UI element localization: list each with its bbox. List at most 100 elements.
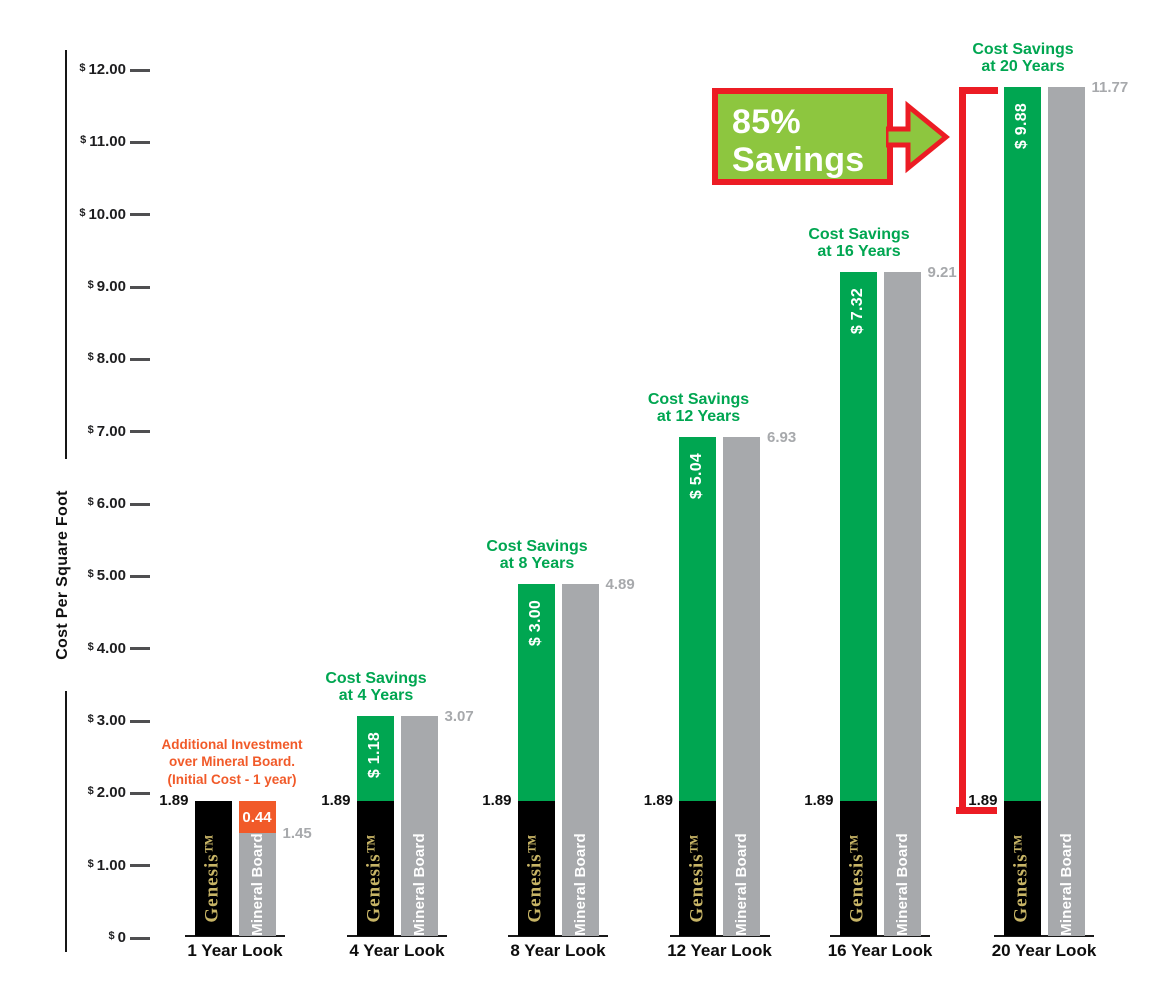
mineral-board-bar [238,833,276,936]
y-axis-tick-label: $11.00 [80,133,126,151]
savings-segment-label-text: $ 1.18 [366,731,384,779]
mineral-board-bar-label-text: Mineral Board [733,832,750,936]
group-annotation-line: Cost Savings [486,538,588,556]
savings-segment [679,436,716,802]
additional-investment-value-label: 0.44 [242,809,272,827]
group-label: 8 Year Look [510,941,606,960]
genesis-bar-label-text: Genesis™ [525,833,546,923]
savings-segment-label: $ 9.88 [1004,95,1041,157]
callout-arrow-icon [886,100,950,174]
group-annotation-line: at 16 Years [817,242,901,260]
y-axis-tick-label: $9.00 [87,278,126,295]
callout-percentage: 85% [732,103,801,141]
y-axis-tick-mark [130,68,150,72]
mineral-board-bar-label-text: Mineral Board [410,832,428,936]
genesis-initial-cost-label: 1.89 [321,792,351,809]
genesis-bar [356,801,394,936]
mineral-board-value-label: 4.89 [605,576,635,594]
currency-symbol: $ [79,206,86,219]
savings-segment [517,584,555,802]
genesis-bar-label-text: Genesis™ [202,833,223,923]
group-baseline [185,935,285,937]
y-axis-tick-mark [130,574,150,578]
mineral-board-bar [723,436,760,936]
group-label: 12 Year Look [667,941,772,960]
y-axis-tick-mark [130,213,150,217]
genesis-initial-cost-label: 1.89 [968,792,998,809]
y-axis-tick-mark [130,430,150,434]
group-annotation-line: Cost Savings [972,40,1074,58]
currency-symbol: $ [87,640,94,653]
genesis-bar [194,801,232,936]
mineral-board-bar-label-text: Mineral Board [248,832,266,936]
group-label: 4 Year Look [349,941,445,960]
mineral-board-bar-label: Mineral Board [1048,833,1085,936]
savings-segment-label: $ 3.00 [518,592,555,654]
y-axis-tick-label: $4.00 [87,639,126,657]
currency-symbol: $ [87,279,94,291]
savings-bracket-bottom-arm [956,807,997,814]
genesis-bar-label-text: Genesis™ [686,833,708,923]
group-annotation-line: at 20 Years [981,57,1065,75]
y-axis-tick-label: $0 [108,929,126,946]
genesis-bar-label: Genesis™ [679,830,716,926]
genesis-bar-label: Genesis™ [195,830,232,926]
group-annotation: Cost Savings at 12 Years [589,391,809,425]
savings-segment [839,271,877,802]
mineral-board-bar [561,584,599,936]
genesis-initial-cost-label: 1.89 [159,792,189,809]
group-annotation-line: Cost Savings [647,390,750,408]
currency-symbol: $ [87,496,94,508]
mineral-board-bar-label: Mineral Board [723,833,760,936]
mineral-board-bar-label: Mineral Board [239,833,276,936]
mineral-board-bar-label-text: Mineral Board [893,832,911,936]
group-baseline [669,935,770,937]
savings-callout: 85% Savings [712,88,893,185]
currency-symbol: $ [87,423,94,436]
y-axis-tick-mark [130,140,150,144]
savings-segment-label-text: $ 7.32 [849,287,867,334]
mineral-board-bar-label-text: Mineral Board [1057,832,1075,936]
savings-segment [1003,86,1041,802]
y-axis-tick-mark [130,791,150,795]
y-axis-tick-mark [130,719,150,723]
savings-segment [356,715,394,802]
mineral-board-bar-label-text: Mineral Board [571,832,589,936]
savings-segment-label: $ 7.32 [840,280,877,342]
callout-label: Savings [732,141,865,179]
y-axis-tick-label: $5.00 [87,567,126,585]
genesis-bar-label-text: Genesis™ [364,833,385,923]
y-axis-tick-mark [130,647,150,651]
additional-investment-segment [238,801,276,834]
group-annotation-line: (Initial Cost - 1 year) [167,771,297,787]
y-axis-tick-label: $12.00 [79,61,126,78]
group-label: 16 Year Look [827,941,933,960]
group-label: 20 Year Look [991,941,1097,960]
genesis-bar [1003,801,1041,936]
genesis-bar-label: Genesis™ [357,830,394,926]
mineral-board-bar [883,271,921,936]
group-annotation: Additional Investment over Mineral Board.… [122,736,342,789]
y-axis-tick-label: $7.00 [87,422,126,440]
y-axis-tick-label: $8.00 [87,350,126,368]
savings-bracket-top-arm [959,87,998,94]
genesis-bar-label-text: Genesis™ [1011,833,1032,923]
currency-symbol: $ [87,713,94,725]
group-annotation-line: at 4 Years [338,686,414,704]
savings-segment-label: $ 1.18 [357,724,394,786]
group-label: 1 Year Look [187,941,283,960]
savings-segment-label-text: $ 3.00 [527,600,545,647]
genesis-bar-label: Genesis™ [1004,830,1041,926]
group-baseline [508,935,608,937]
group-annotation-line: at 8 Years [499,555,575,573]
currency-symbol: $ [87,351,94,364]
y-axis-tick-mark [130,864,150,868]
savings-bracket-vertical [959,87,966,814]
group-annotation: Cost Savings at 8 Years [427,538,647,572]
genesis-initial-cost-label: 1.89 [804,792,834,809]
group-baseline [994,935,1094,937]
group-baseline [347,935,447,937]
y-axis-tick-label: $10.00 [79,205,126,223]
currency-symbol: $ [87,785,94,798]
savings-segment-label: $ 5.04 [679,445,716,507]
